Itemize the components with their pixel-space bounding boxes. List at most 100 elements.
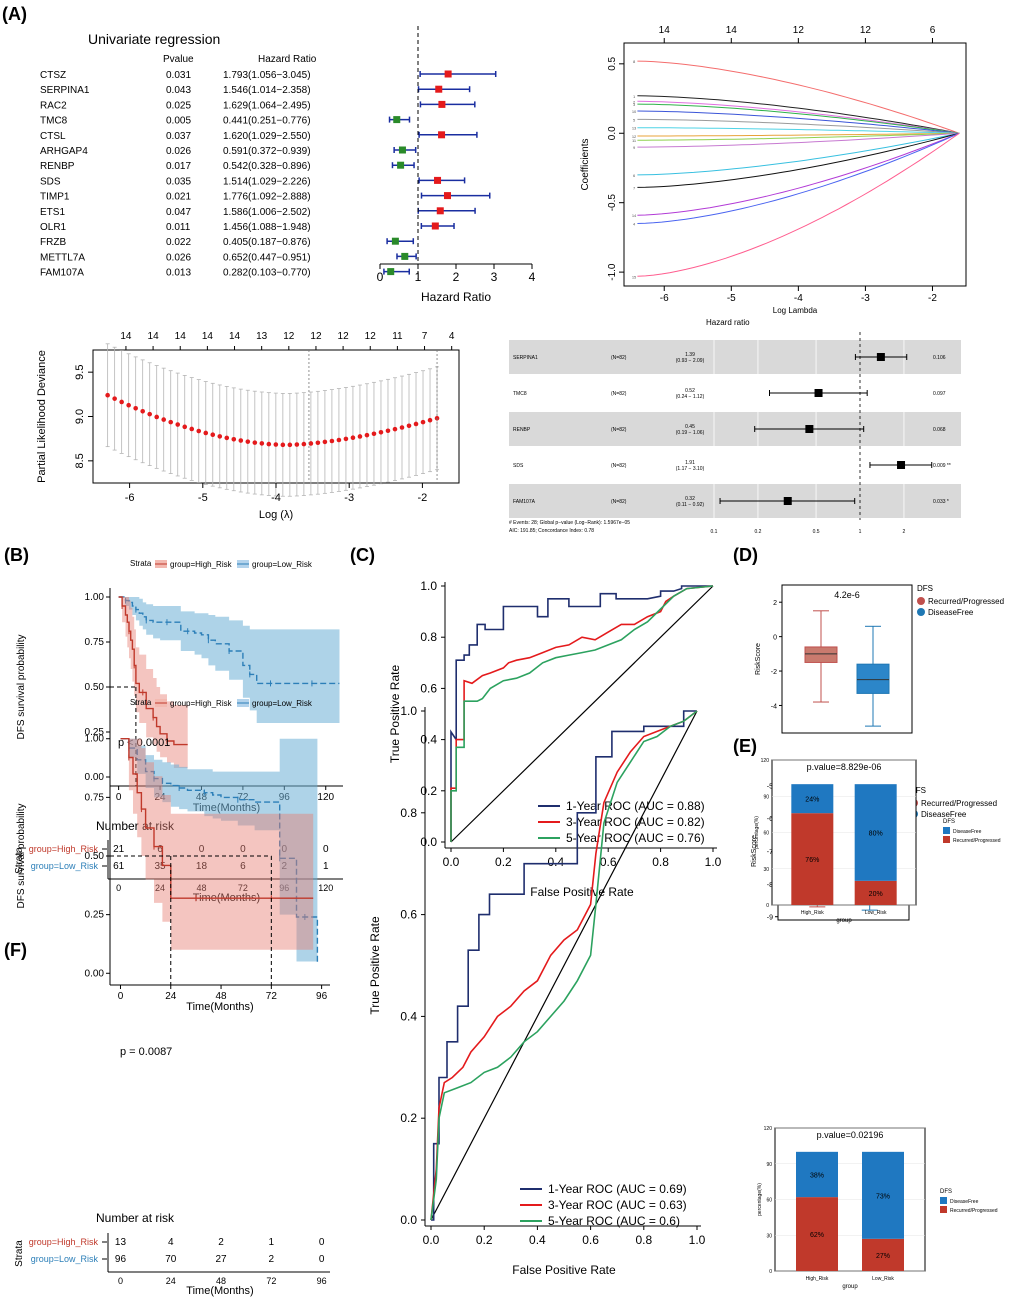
hr-label: 0.52 — [685, 388, 695, 394]
legend-label: 1-Year ROC (AUC = 0.88) — [566, 799, 705, 813]
tick-label: 0.5 — [813, 529, 820, 535]
pvalue-text: 0.047 — [166, 207, 191, 218]
hr-text: 0.405(0.187−0.876) — [223, 237, 311, 248]
hr-point — [805, 425, 814, 433]
top-tick-label: 12 — [283, 331, 295, 342]
legend-label: Recurred/Progressed — [921, 799, 997, 808]
panel-label: (A) — [2, 4, 27, 24]
tick-label: 90 — [766, 1162, 772, 1168]
coef-path — [637, 103, 960, 134]
cv-point — [224, 435, 230, 441]
path-label: 9 — [633, 145, 636, 150]
y-axis-label: True Positive Rate — [368, 916, 382, 1015]
legend-swatch — [943, 836, 950, 843]
forest-title: Univariate regression — [88, 31, 220, 47]
risk-count: 0 — [199, 844, 205, 855]
pvalue-text: 0.035 — [166, 176, 191, 187]
cv-point — [238, 438, 244, 443]
gene-label: SDS — [40, 176, 61, 187]
hr-text: 1.776(1.092−2.888) — [223, 192, 311, 203]
coef-path — [637, 118, 960, 134]
cv-point — [266, 441, 272, 447]
coef-path — [637, 95, 960, 134]
coef-path — [637, 132, 960, 224]
tick-label: -4 — [271, 492, 281, 504]
tick-label: 0.6 — [400, 908, 417, 922]
legend-high: group=High_Risk — [170, 699, 233, 708]
risk-count: 35 — [154, 861, 166, 872]
legend-swatch — [940, 1206, 947, 1213]
tick-label: 60 — [766, 1198, 772, 1204]
bar-segment — [796, 1151, 838, 1198]
n-label: (N=82) — [611, 391, 627, 397]
path-label: 6 — [633, 173, 636, 178]
risk-count: 1 — [323, 861, 329, 872]
pvalue-text: 0.037 — [166, 131, 191, 142]
hr-text: 0.282(0.103−0.770) — [223, 268, 311, 279]
bar-label: 73% — [876, 1193, 890, 1200]
tick-label: 24 — [154, 792, 166, 803]
risk-title: Number at risk — [96, 819, 175, 833]
tick-label: 0.6 — [420, 681, 437, 695]
tick-label: -2 — [771, 669, 777, 676]
cv-point — [406, 423, 412, 429]
cv-point — [371, 431, 377, 437]
box — [804, 646, 838, 663]
cv-point — [196, 428, 202, 434]
legend-label: DiseaseFree — [921, 810, 967, 819]
tick-label: 0.2 — [495, 855, 512, 869]
gene-label: FAM107A — [40, 268, 84, 279]
legend-label: Recurred/Progressed — [953, 838, 1001, 844]
coef-path — [637, 132, 960, 141]
cv-point — [287, 442, 293, 448]
tick-label: 0 — [116, 883, 121, 893]
legend-label: Recurred/Progressed — [928, 597, 1004, 606]
cv-point — [119, 399, 124, 405]
x-axis-label: False Positive Rate — [512, 1263, 616, 1277]
risk-count: 0 — [319, 1254, 325, 1265]
risk-axis-label: Strata — [14, 847, 25, 874]
cv-point — [364, 432, 370, 438]
top-tick-label: 12 — [793, 25, 805, 36]
panel-label: (F) — [4, 940, 27, 960]
tick-label: -7 — [767, 849, 773, 856]
hr-text: 0.652(0.447−0.951) — [223, 252, 311, 263]
tick-label: 0.8 — [420, 630, 437, 644]
cv-point — [294, 442, 300, 447]
cv-point — [126, 402, 131, 408]
tick-label: 72 — [266, 991, 278, 1002]
top-tick-label: 13 — [256, 331, 268, 342]
coef-path — [637, 110, 960, 134]
x-axis-label: Log Lambda — [773, 306, 818, 315]
cv-point — [329, 438, 335, 444]
coef-path — [637, 132, 960, 216]
tick-label: 0.8 — [635, 1233, 652, 1247]
risk-count: 1 — [269, 1237, 275, 1248]
tick-label: 0.0 — [420, 835, 437, 849]
top-tick-label: 7 — [422, 331, 428, 342]
cv-point — [350, 435, 356, 441]
tick-label: 0.4 — [420, 733, 437, 747]
legend-low: group=Low_Risk — [252, 699, 313, 708]
tick-label: -4 — [794, 293, 803, 304]
tick-label: -5 — [727, 293, 736, 304]
tick-label: -3 — [861, 293, 870, 304]
cv-point — [399, 425, 405, 430]
tick-label: 30 — [766, 1233, 772, 1239]
tick-label: -5 — [767, 783, 773, 790]
risk-title: Number at risk — [96, 1211, 175, 1225]
legend-label: DiseaseFree — [950, 1199, 979, 1205]
cv-point — [413, 421, 419, 427]
coef-path — [637, 132, 960, 188]
hr-text: 1.514(1.029−2.226) — [223, 176, 311, 187]
top-tick-label: 14 — [659, 25, 671, 36]
hr-point — [876, 353, 885, 361]
row-band — [509, 412, 961, 446]
tick-label: 0.0 — [400, 1213, 417, 1227]
y-axis-label: True Positive Rate — [388, 665, 402, 764]
coef-path — [637, 127, 960, 134]
tick-label: -3 — [344, 492, 354, 504]
top-tick-label: 4 — [449, 331, 455, 342]
footer-text: AIC: 191.85; Concordance Index: 0.78 — [509, 528, 594, 534]
hr-text: 1.456(1.088−1.948) — [223, 222, 311, 233]
